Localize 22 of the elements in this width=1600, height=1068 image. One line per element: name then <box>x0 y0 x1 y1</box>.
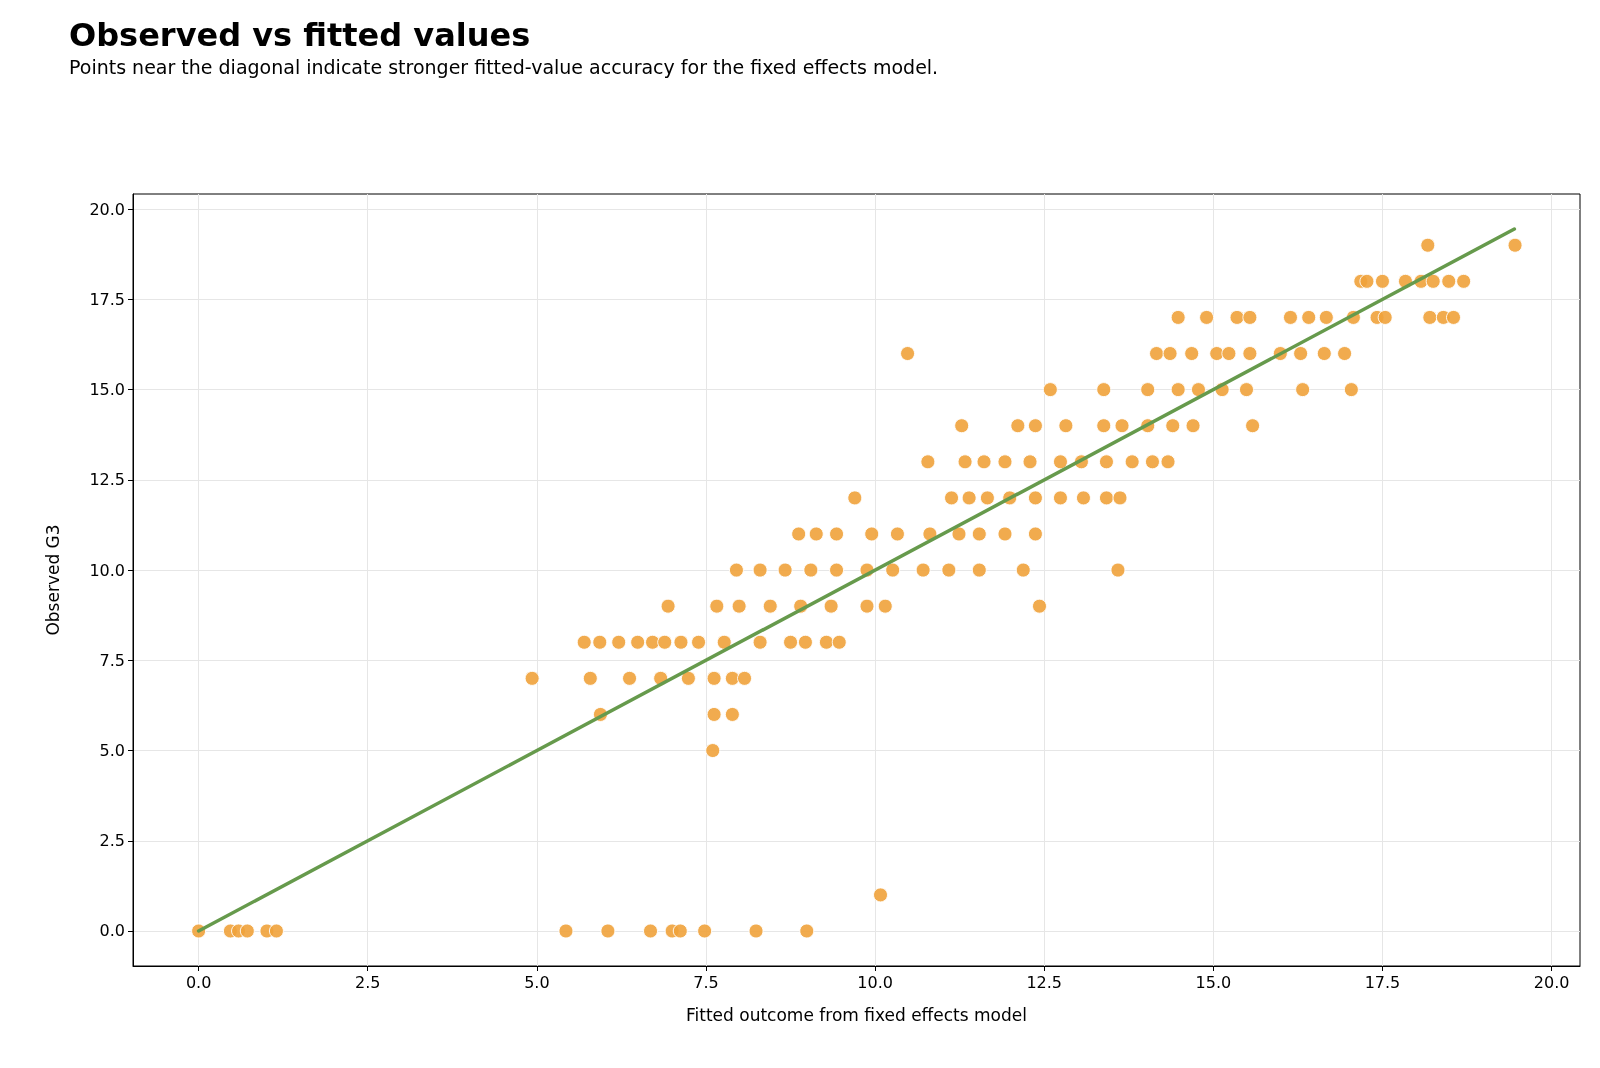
x-tick-label: 5.0 <box>524 972 550 992</box>
x-tick-label: 15.0 <box>1195 972 1232 992</box>
y-tick-label: 5.0 <box>99 741 125 761</box>
y-tick-label: 2.5 <box>99 831 125 851</box>
x-tick-label: 12.5 <box>1026 972 1063 992</box>
y-tick-label: 0.0 <box>99 921 125 941</box>
y-tick-label: 7.5 <box>99 650 125 670</box>
chart-title: Observed vs fitted values <box>69 16 531 54</box>
chart-subtitle: Points near the diagonal indicate stronger fitted-value accuracy for the fixed effects model. <box>69 55 939 78</box>
y-tick-label: 10.0 <box>89 560 125 580</box>
x-tick-label: 10.0 <box>857 972 893 992</box>
x-axis-title: Fitted outcome from fixed effects model <box>686 1004 1027 1025</box>
y-tick-label: 17.5 <box>89 289 125 309</box>
x-tick-label: 0.0 <box>185 972 212 992</box>
x-tick-label: 20.0 <box>1533 972 1570 992</box>
x-tick-label: 17.5 <box>1364 972 1401 992</box>
y-tick-label: 12.5 <box>89 470 125 490</box>
x-tick-label: 2.5 <box>355 972 381 992</box>
x-tick-label: 7.5 <box>693 972 719 992</box>
y-tick-label: 20.0 <box>89 199 125 219</box>
y-tick-label: 15.0 <box>89 380 125 400</box>
y-axis-title: Observed G3 <box>42 524 63 636</box>
